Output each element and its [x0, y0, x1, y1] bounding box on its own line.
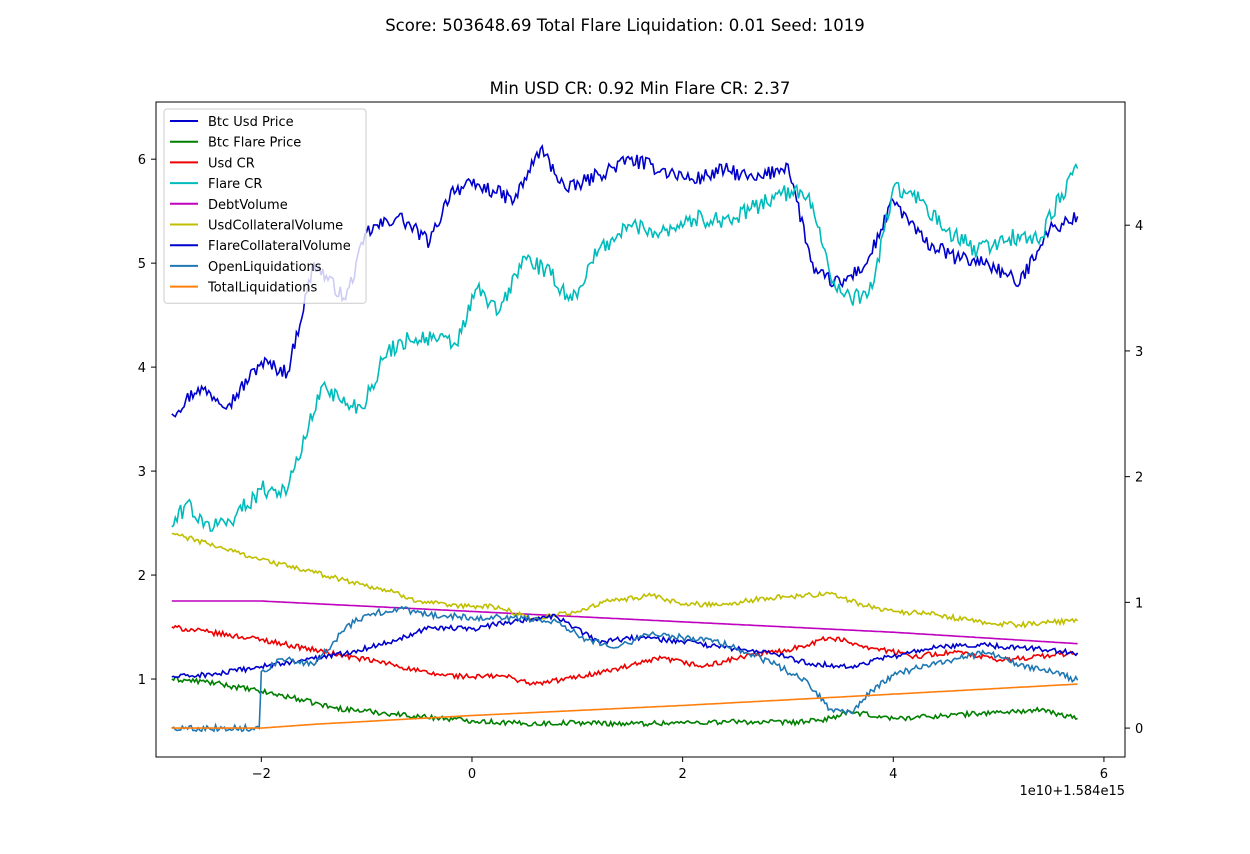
x-tick-label: 0 — [468, 767, 476, 782]
series-line-btc-flare-price — [171, 676, 1078, 728]
y-tick-label-left: 2 — [138, 569, 146, 584]
x-tick-label: 4 — [889, 767, 897, 782]
x-tick-label: 6 — [1100, 767, 1108, 782]
y-axis-left: 1 2 3 4 5 6 — [138, 153, 156, 688]
series-line-flare-cr — [171, 162, 1079, 532]
y-tick-label-left: 3 — [138, 465, 146, 480]
chart-title: Min USD CR: 0.92 Min Flare CR: 2.37 — [490, 79, 791, 98]
legend-label: OpenLiquidations — [208, 260, 322, 275]
x-axis: −2 0 2 4 6 — [252, 757, 1108, 782]
legend-label: Usd CR — [208, 156, 255, 171]
series-line-usd-collateral-volume — [171, 532, 1079, 629]
y-tick-label-right: 1 — [1135, 596, 1143, 611]
y-tick-label-left: 5 — [138, 257, 146, 272]
legend-label: FlareCollateralVolume — [208, 239, 351, 254]
x-offset-label: 1e10+1.584e15 — [1020, 784, 1125, 799]
x-tick-label: −2 — [252, 767, 271, 782]
legend-label: TotalLiquidations — [207, 281, 317, 296]
legend: Btc Usd Price Btc Flare Price Usd CR Flare … — [163, 108, 367, 304]
axes-frame — [155, 101, 1126, 758]
legend-box — [163, 108, 367, 304]
legend-label: UsdCollateralVolume — [208, 219, 343, 234]
y-tick-label-right: 3 — [1135, 345, 1143, 360]
y-tick-label-left: 6 — [138, 153, 146, 168]
y-tick-label-right: 0 — [1135, 722, 1143, 737]
y-tick-label-left: 4 — [138, 361, 146, 376]
legend-label: Btc Usd Price — [208, 115, 294, 130]
y-tick-label-right: 4 — [1135, 219, 1143, 234]
legend-label: DebtVolume — [208, 198, 288, 213]
series-line-usd-cr — [171, 624, 1079, 687]
series-line-debt-volume — [171, 600, 1078, 645]
series-line-flare-collateral-volume — [171, 613, 1079, 680]
y-tick-label-right: 2 — [1135, 471, 1143, 486]
series-line-total-liquidations — [171, 683, 1078, 729]
legend-label: Btc Flare Price — [208, 136, 301, 151]
y-axis-right: 0 1 2 3 4 — [1125, 219, 1143, 737]
x-tick-label: 2 — [678, 767, 686, 782]
y-tick-label-left: 1 — [138, 673, 146, 688]
figure-suptitle: Score: 503648.69 Total Flare Liquidation… — [385, 16, 865, 35]
series-line-open-liquidations — [171, 605, 1079, 733]
legend-label: Flare CR — [208, 177, 262, 192]
